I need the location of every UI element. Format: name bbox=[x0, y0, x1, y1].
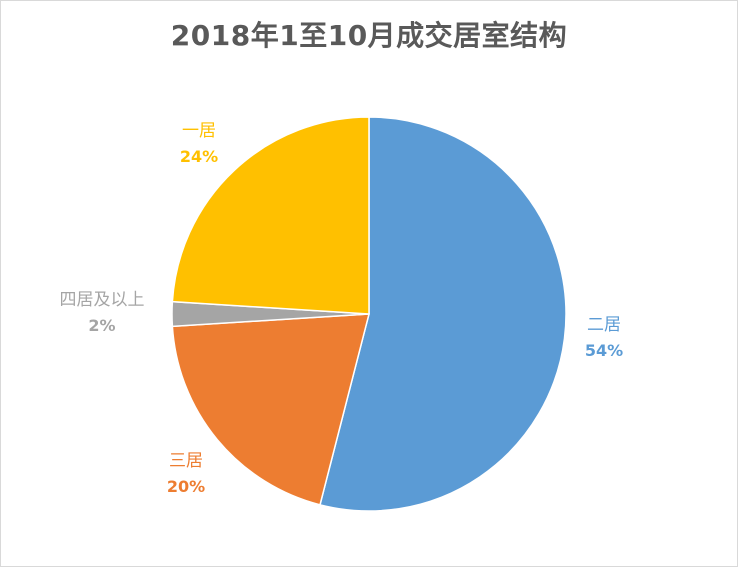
slice-category-label-1: 二居 bbox=[587, 315, 621, 335]
slice-value-label-3: 2% bbox=[88, 316, 115, 335]
slice-category-label-2: 三居 bbox=[169, 451, 203, 471]
slice-category-label-4: 一居 bbox=[182, 121, 216, 141]
pie-slice-1 bbox=[319, 116, 567, 512]
slice-value-label-4: 24% bbox=[180, 147, 218, 166]
slice-value-label-1: 54% bbox=[585, 341, 623, 360]
pie-slice-4 bbox=[171, 116, 370, 315]
slice-category-label-3: 四居及以上 bbox=[60, 290, 145, 310]
pie-slice-2 bbox=[171, 313, 370, 506]
chart-title: 2018年1至10月成交居室结构 bbox=[170, 19, 568, 52]
slice-value-label-2: 20% bbox=[167, 477, 205, 496]
